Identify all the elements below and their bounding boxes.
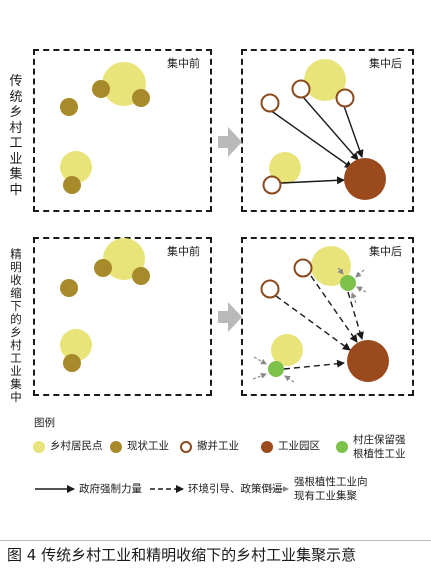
legend-retained-industry-swatch xyxy=(336,441,348,453)
transition-arrow-bottom xyxy=(218,302,242,332)
guided-arrow xyxy=(283,359,345,370)
retained-industry xyxy=(340,275,356,291)
existing-industry xyxy=(60,98,78,116)
panel-traditional-after: 集中后 xyxy=(241,49,414,212)
panel-smart-before: 集中前 xyxy=(33,237,212,396)
legend-retained-industry-label-1: 村庄保留强 xyxy=(353,434,406,446)
cluster-arrow xyxy=(337,267,344,275)
closed-industry xyxy=(260,93,280,113)
forced-arrow xyxy=(269,109,353,169)
row-label-smart-shrinkage: 精明收缩下的乡村工业集中 xyxy=(10,247,22,404)
forced-arrow xyxy=(302,96,359,161)
legend-closed-industry-label: 撤并工业 xyxy=(197,440,239,452)
panel-title: 集中后 xyxy=(369,57,402,70)
row-label-traditional: 传统乡村工业集中 xyxy=(9,74,23,198)
cluster-arrow xyxy=(351,292,357,304)
closed-industry xyxy=(293,258,313,278)
industrial-park xyxy=(344,158,386,200)
existing-industry xyxy=(132,267,150,285)
panel-title: 集中前 xyxy=(167,57,200,70)
closed-industry xyxy=(291,79,311,99)
legend-retained-industry-label-2: 根植性工业 xyxy=(353,448,406,460)
forced-arrow xyxy=(280,176,345,185)
settlement xyxy=(269,152,301,184)
existing-industry xyxy=(92,80,110,98)
legend-guided-label: 环境引导、政策倒逼 xyxy=(188,483,283,495)
settlement xyxy=(103,238,145,280)
retained-industry xyxy=(268,361,284,377)
panel-smart-after: 集中后 xyxy=(241,237,414,396)
settlement xyxy=(311,246,351,286)
settlement xyxy=(271,334,303,366)
panel-traditional-before: 集中前 xyxy=(33,49,212,212)
closed-industry xyxy=(260,279,280,299)
guided-arrow xyxy=(275,295,351,351)
settlement xyxy=(60,151,92,183)
legend-title: 图例 xyxy=(34,417,55,429)
cluster-arrow xyxy=(355,269,365,278)
legend-settlement-swatch xyxy=(33,441,45,453)
closed-industry xyxy=(335,88,355,108)
legend-cluster-label-1: 强根植性工业向 xyxy=(294,476,368,488)
legend-forced-label: 政府强制力量 xyxy=(79,483,142,495)
existing-industry xyxy=(132,89,150,107)
settlement xyxy=(304,59,346,101)
panel-title: 集中后 xyxy=(369,245,402,258)
panel-title: 集中前 xyxy=(167,245,200,258)
existing-industry xyxy=(63,176,81,194)
cluster-arrow xyxy=(252,372,267,380)
legend-closed-industry-swatch xyxy=(180,441,192,453)
caption-divider xyxy=(0,540,431,541)
legend-settlement-label: 乡村居民点 xyxy=(50,440,103,452)
figure-caption: 图 4 传统乡村工业和精明收缩下的乡村工业集聚示意 xyxy=(7,546,357,564)
legend-existing-industry-swatch xyxy=(110,441,122,453)
existing-industry xyxy=(94,259,112,277)
industrial-park xyxy=(347,340,389,382)
existing-industry xyxy=(63,354,81,372)
guided-arrow xyxy=(347,291,364,340)
legend-industrial-park-label: 工业园区 xyxy=(278,440,320,452)
transition-arrow-top xyxy=(218,127,242,157)
legend-cluster-label-2: 现有工业集聚 xyxy=(294,490,357,502)
cluster-arrow xyxy=(253,356,267,365)
forced-arrow xyxy=(343,105,364,158)
guided-arrow xyxy=(310,275,358,343)
existing-industry xyxy=(60,279,78,297)
cluster-arrow xyxy=(284,375,295,383)
cluster-arrow xyxy=(356,286,367,293)
legend-industrial-park-swatch xyxy=(261,441,273,453)
closed-industry xyxy=(262,175,282,195)
legend-existing-industry-label: 现状工业 xyxy=(127,440,169,452)
settlement xyxy=(60,329,92,361)
